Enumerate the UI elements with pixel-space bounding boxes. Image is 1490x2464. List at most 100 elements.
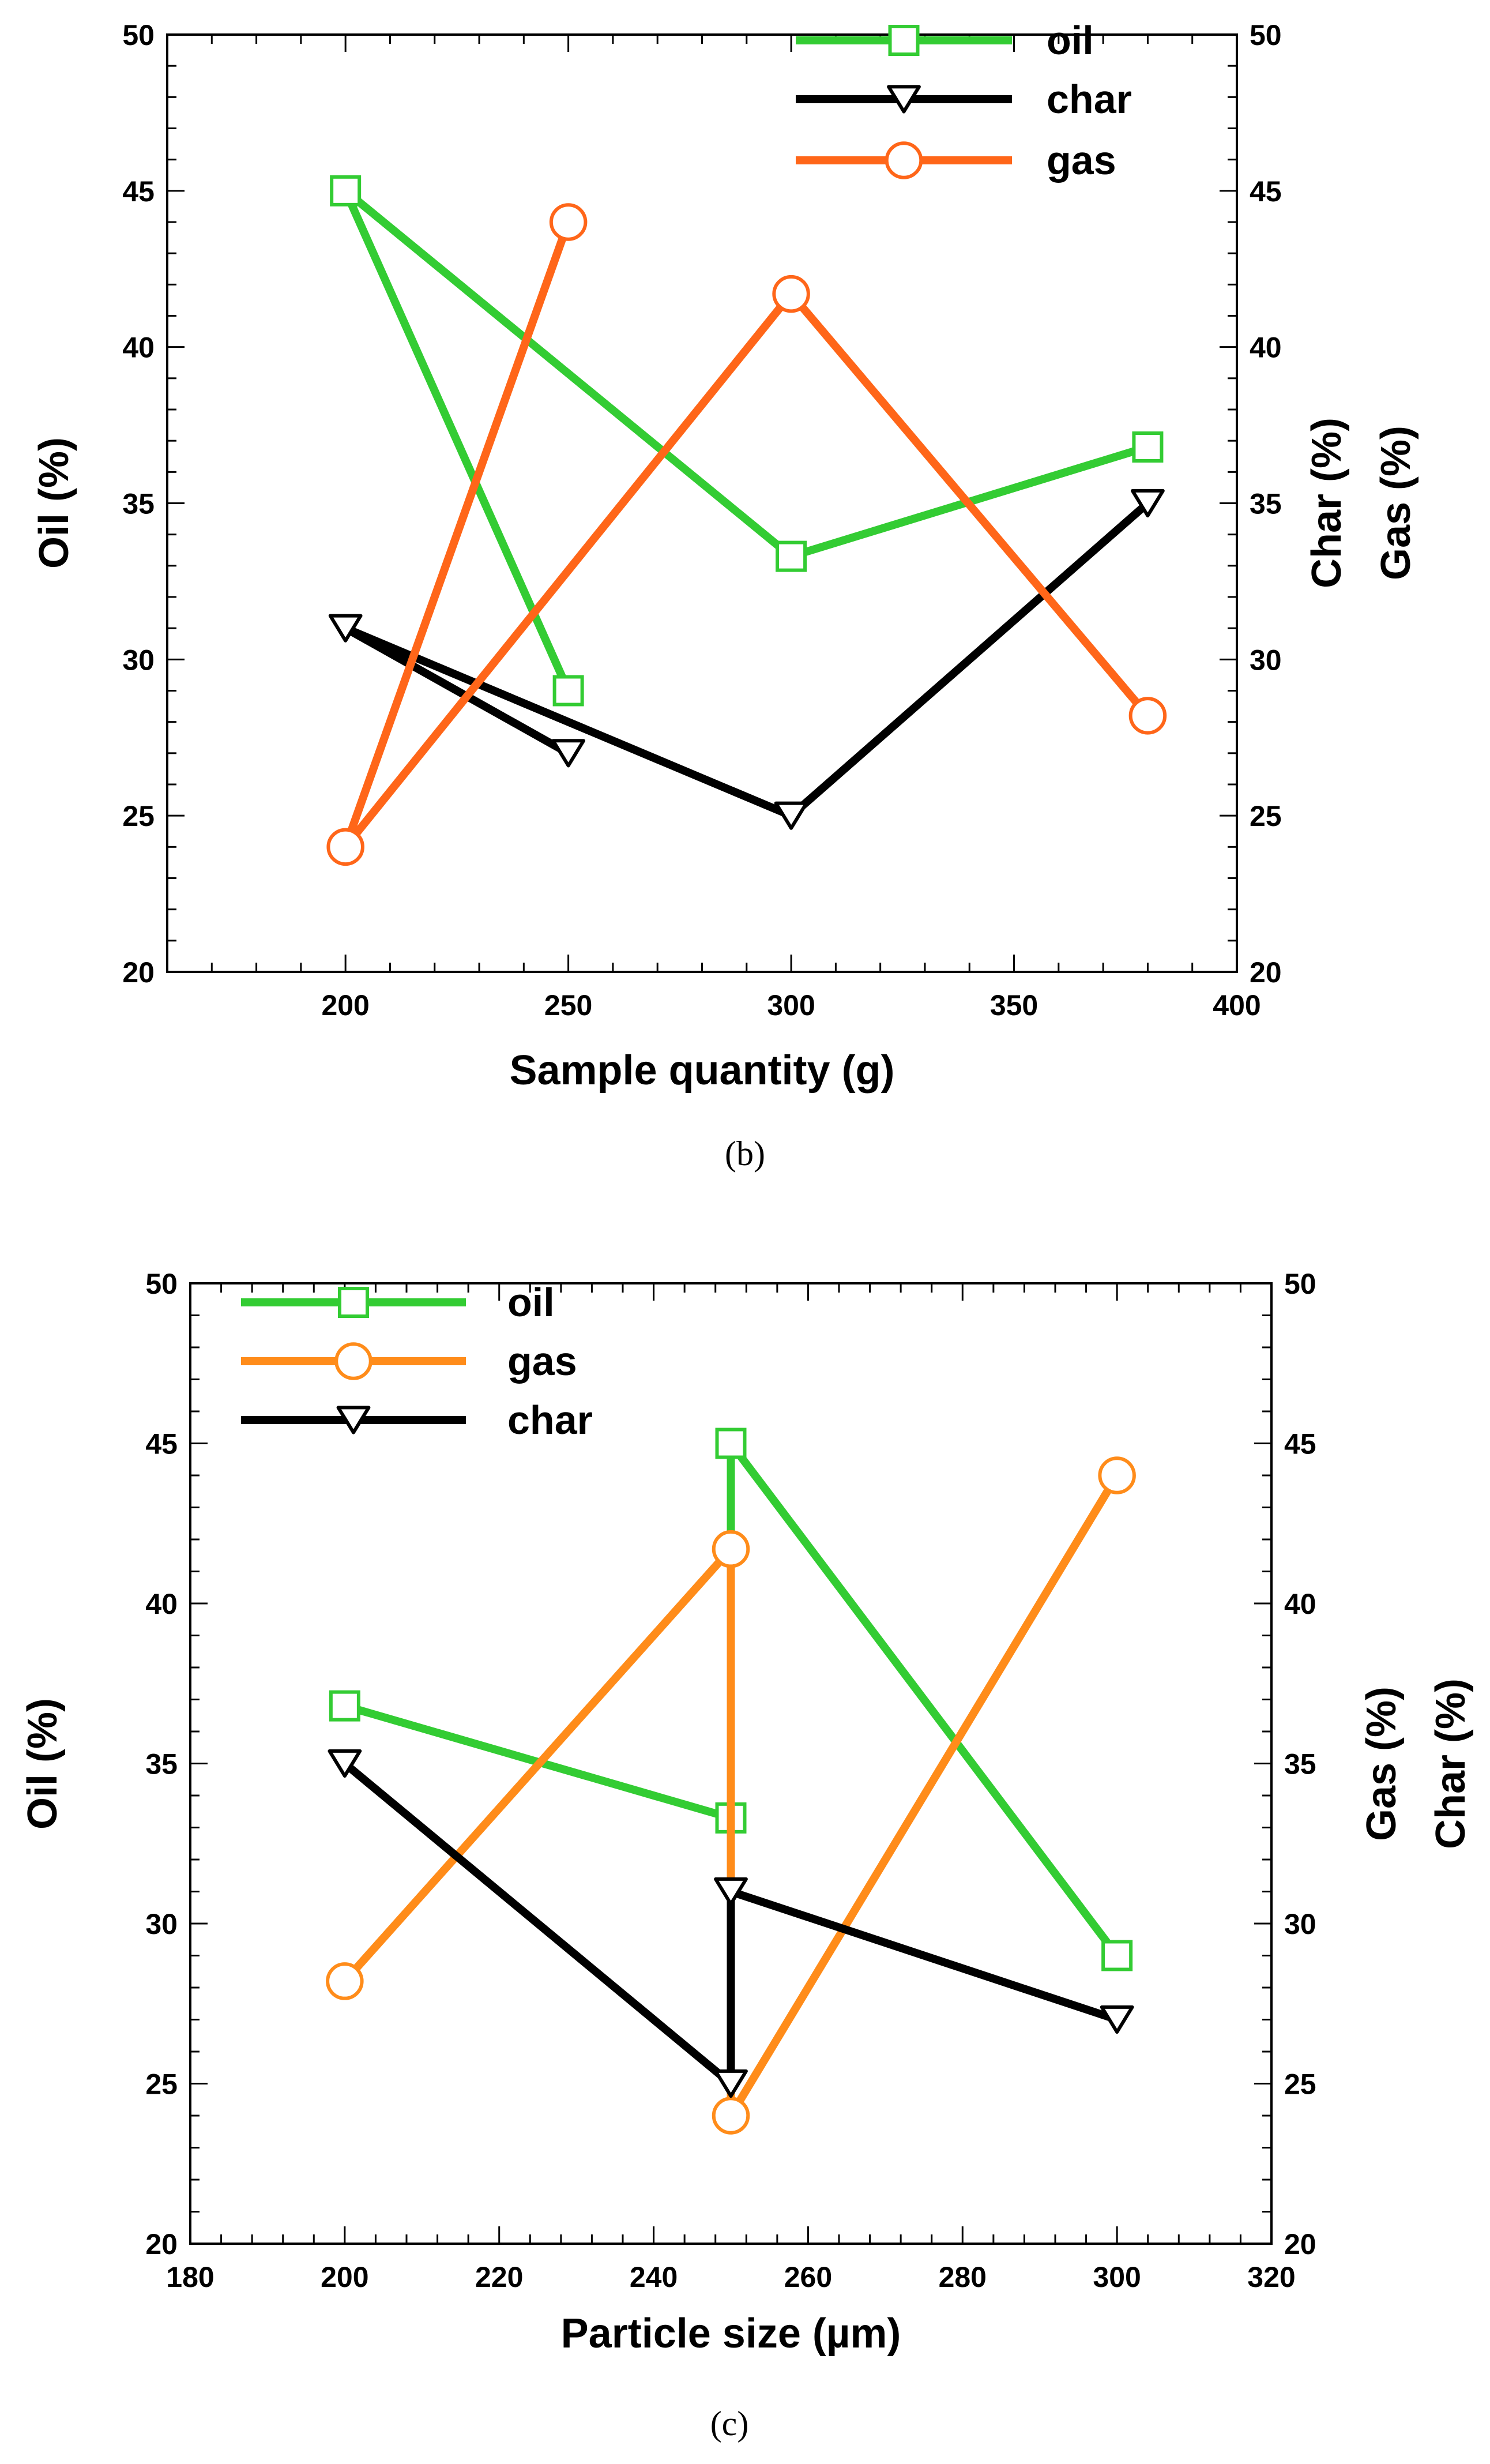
- y-tick-label-right: 35: [1250, 488, 1282, 520]
- series-line-gas: [341, 1473, 1121, 2131]
- y-axis-title-right: Gas (%): [1373, 426, 1419, 580]
- series-line-gas: [341, 220, 1151, 850]
- legend-marker-char: [887, 85, 921, 114]
- x-tick-label: 300: [767, 989, 815, 1021]
- y-tick-label-right: 45: [1250, 175, 1282, 208]
- y-tick-label-left: 30: [145, 1908, 178, 1940]
- figure-caption: (c): [710, 2405, 749, 2443]
- y-axis-title-left: Oil (%): [31, 437, 77, 569]
- y-tick-label-right: 30: [1284, 1908, 1316, 1940]
- x-tick-label: 400: [1213, 989, 1261, 1021]
- data-point-char: [714, 2069, 748, 2098]
- y-tick-label-left: 30: [122, 644, 155, 676]
- data-point-char: [1100, 2005, 1134, 2034]
- series-line-char: [342, 1760, 1119, 2093]
- x-tick-label: 300: [1093, 2261, 1141, 2293]
- series-line-char: [343, 500, 1151, 821]
- y-tick-label-right: 20: [1250, 956, 1282, 989]
- y-tick-label-left: 45: [122, 175, 155, 208]
- y-tick-label-right: 25: [1250, 800, 1282, 832]
- x-tick-label: 240: [630, 2261, 678, 2293]
- data-point-gas: [549, 203, 588, 241]
- y-tick-label-right: 35: [1284, 1748, 1316, 1781]
- y-axis-title-right: Char (%): [1428, 1678, 1474, 1849]
- data-point-gas: [772, 275, 810, 313]
- data-point-gas: [326, 828, 364, 866]
- x-tick-label: 280: [939, 2261, 987, 2293]
- data-point-gas: [326, 1962, 364, 2000]
- data-point-char: [328, 1749, 362, 1778]
- data-point-gas: [1098, 1456, 1136, 1494]
- y-tick-label-left: 25: [122, 800, 155, 832]
- x-tick-label: 220: [475, 2261, 523, 2293]
- data-point-oil: [715, 1428, 747, 1459]
- x-tick-label: 260: [784, 2261, 832, 2293]
- x-axis-title: Particle size (µm): [561, 2311, 901, 2357]
- data-point-char: [714, 1877, 748, 1906]
- legend: oil char gas: [796, 18, 1132, 183]
- legend-marker-gas: [334, 1342, 372, 1380]
- data-point-gas: [712, 2097, 750, 2135]
- y-tick-label-left: 20: [145, 2228, 178, 2260]
- y-tick-label-left: 20: [122, 956, 155, 989]
- data-point-oil: [329, 1690, 360, 1722]
- axis-ticks: [189, 1282, 1273, 2245]
- data-point-oil: [776, 540, 807, 572]
- data-point-gas: [1128, 697, 1167, 735]
- y-tick-label-right: 40: [1250, 332, 1282, 364]
- legend-marker-char: [336, 1406, 371, 1434]
- data-point-char: [328, 614, 363, 643]
- y-tick-label-right: 40: [1284, 1588, 1316, 1620]
- legend-label-gas: gas: [507, 1339, 577, 1384]
- y-tick-label-left: 40: [145, 1588, 178, 1620]
- x-tick-label: 350: [990, 989, 1038, 1021]
- y-tick-label-left: 50: [122, 19, 155, 51]
- y-axis-title-left: Oil (%): [20, 1698, 66, 1830]
- data-point-char: [774, 801, 808, 830]
- figure-caption: (b): [725, 1135, 765, 1173]
- series-gas: [326, 1456, 1136, 2135]
- y-tick-label-right: 25: [1284, 2068, 1316, 2101]
- data-point-char: [551, 739, 586, 768]
- x-tick-label: 200: [321, 989, 369, 1021]
- data-point-oil: [1101, 1940, 1133, 1971]
- legend-marker-gas: [885, 141, 923, 179]
- y-axis-title-right: Char (%): [1304, 418, 1350, 588]
- legend-marker-oil: [338, 1287, 369, 1318]
- data-point-oil: [1132, 431, 1164, 463]
- y-tick-label-left: 35: [122, 488, 155, 520]
- data-point-oil: [552, 675, 584, 707]
- series-line-oil: [341, 187, 1149, 693]
- legend-label-oil: oil: [507, 1280, 555, 1325]
- data-point-char: [1131, 489, 1165, 518]
- legend-label-char: char: [1047, 77, 1132, 122]
- x-tick-label: 200: [321, 2261, 368, 2293]
- legend-label-char: char: [507, 1398, 593, 1443]
- y-tick-label-right: 50: [1250, 19, 1282, 51]
- y-tick-label-left: 50: [145, 1268, 178, 1300]
- legend-label-gas: gas: [1047, 138, 1116, 183]
- y-tick-label-right: 50: [1284, 1268, 1316, 1300]
- x-tick-label: 180: [166, 2261, 214, 2293]
- series-oil: [330, 175, 1164, 707]
- y-tick-label-right: 20: [1284, 2228, 1316, 2260]
- y-tick-label-left: 40: [122, 332, 155, 364]
- y-tick-label-right: 45: [1284, 1428, 1316, 1460]
- series-char: [328, 1749, 1134, 2098]
- x-tick-label: 250: [544, 989, 592, 1021]
- legend-label-oil: oil: [1047, 18, 1094, 63]
- series-gas: [326, 203, 1167, 866]
- data-point-oil: [330, 175, 362, 206]
- series-char: [328, 489, 1165, 830]
- x-axis-title: Sample quantity (g): [509, 1047, 894, 1094]
- y-tick-label-right: 30: [1250, 644, 1282, 676]
- y-tick-label-left: 25: [145, 2068, 178, 2101]
- legend: oil gas char: [241, 1280, 593, 1443]
- y-axis-title-right: Gas (%): [1359, 1687, 1405, 1841]
- y-tick-label-left: 35: [145, 1748, 178, 1781]
- y-tick-label-left: 45: [145, 1428, 178, 1460]
- legend-marker-oil: [888, 25, 920, 56]
- x-tick-label: 320: [1247, 2261, 1295, 2293]
